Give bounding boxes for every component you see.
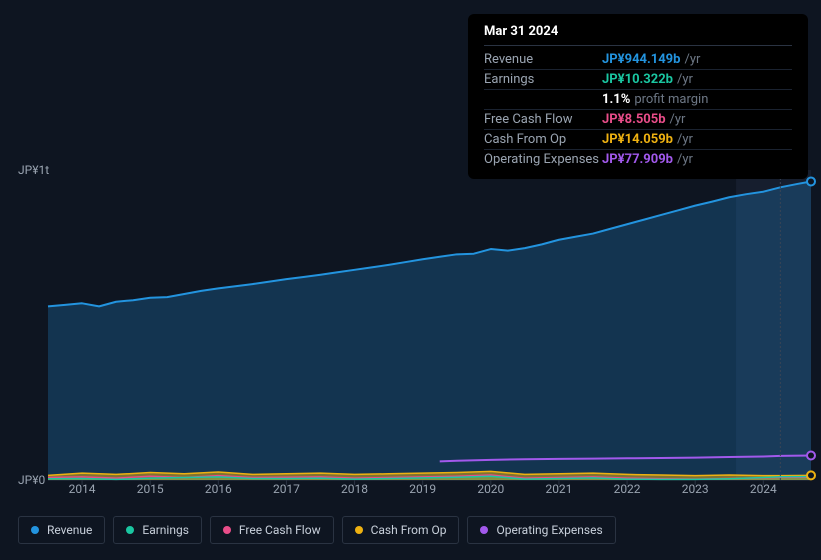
legend-dot-icon (126, 526, 134, 534)
plot-area[interactable] (48, 170, 811, 480)
legend-item-revenue[interactable]: Revenue (18, 516, 105, 544)
legend: Revenue Earnings Free Cash Flow Cash From O… (18, 516, 616, 544)
x-axis-label: 2018 (341, 482, 368, 496)
x-axis-label: 2015 (137, 482, 164, 496)
legend-dot-icon (223, 526, 231, 534)
tooltip-row-label: Earnings (484, 72, 602, 87)
x-axis-label: 2024 (750, 482, 777, 496)
y-axis-label: JP¥0 (18, 473, 45, 487)
tooltip-row-value: JP¥14.059b (602, 132, 673, 147)
x-axis: 2014 2015 2016 2017 2018 2019 2020 2021 2022 2023… (48, 482, 811, 502)
x-axis-label: 2017 (273, 482, 300, 496)
legend-label: Free Cash Flow (239, 523, 321, 537)
tooltip-row-label: Cash From Op (484, 132, 602, 147)
tooltip-row: Free Cash FlowJP¥8.505b/yr (484, 110, 792, 130)
tooltip-row-value: JP¥77.909b (602, 152, 673, 167)
legend-dot-icon (355, 526, 363, 534)
tooltip-row-unit: /yr (677, 72, 693, 87)
tooltip-row-unit: profit margin (634, 92, 708, 107)
x-axis-label: 2019 (409, 482, 436, 496)
tooltip-row-label: Revenue (484, 52, 602, 67)
tooltip-row-value: JP¥8.505b (602, 112, 666, 127)
tooltip-row-unit: /yr (677, 132, 693, 147)
tooltip-row-value: JP¥944.149b (602, 52, 680, 67)
legend-item-free-cash-flow[interactable]: Free Cash Flow (210, 516, 334, 544)
tooltip-row: 1.1% profit margin (484, 90, 792, 110)
tooltip-row-unit: /yr (677, 152, 693, 167)
legend-label: Cash From Op (371, 523, 447, 537)
x-axis-label: 2016 (205, 482, 232, 496)
x-axis-label: 2022 (614, 482, 641, 496)
legend-label: Operating Expenses (496, 523, 602, 537)
tooltip-row-value: 1.1% (602, 92, 630, 107)
tooltip-row-value: JP¥10.322b (602, 72, 673, 87)
legend-dot-icon (31, 526, 39, 534)
tooltip-row: RevenueJP¥944.149b/yr (484, 50, 792, 70)
tooltip-row: Cash From OpJP¥14.059b/yr (484, 130, 792, 150)
tooltip-row-label: Operating Expenses (484, 152, 602, 167)
tooltip-date: Mar 31 2024 (484, 24, 792, 46)
chart-tooltip: Mar 31 2024 RevenueJP¥944.149b/yrEarning… (468, 14, 808, 179)
x-axis-label: 2021 (545, 482, 572, 496)
legend-item-cash-from-op[interactable]: Cash From Op (342, 516, 460, 544)
legend-item-earnings[interactable]: Earnings (113, 516, 202, 544)
x-axis-label: 2014 (69, 482, 96, 496)
legend-label: Revenue (47, 523, 92, 537)
legend-dot-icon (480, 526, 488, 534)
x-axis-label: 2020 (477, 482, 504, 496)
tooltip-row-unit: /yr (684, 52, 700, 67)
tooltip-row: EarningsJP¥10.322b/yr (484, 70, 792, 90)
tooltip-row: Operating ExpensesJP¥77.909b/yr (484, 150, 792, 169)
x-axis-label: 2023 (682, 482, 709, 496)
tooltip-row-unit: /yr (670, 112, 686, 127)
tooltip-row-label: Free Cash Flow (484, 112, 602, 127)
y-axis-label: JP¥1t (18, 163, 49, 177)
legend-label: Earnings (142, 523, 189, 537)
chart-svg (48, 170, 811, 480)
legend-item-operating-expenses[interactable]: Operating Expenses (467, 516, 615, 544)
